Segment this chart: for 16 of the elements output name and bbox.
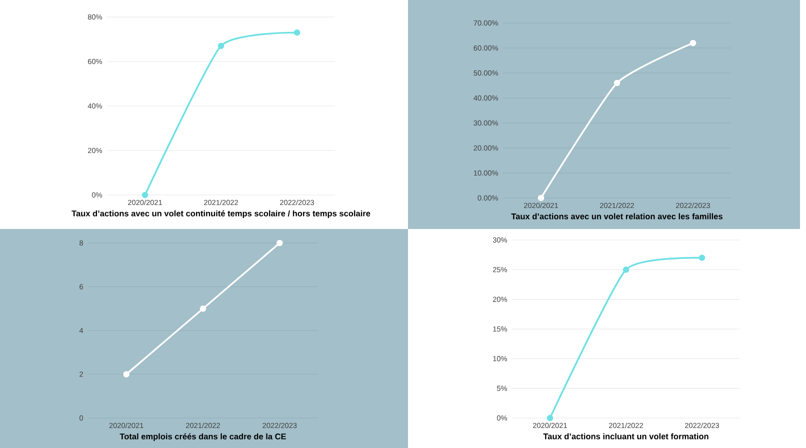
point bbox=[276, 240, 283, 246]
point bbox=[698, 254, 706, 261]
point bbox=[622, 266, 630, 273]
point bbox=[142, 192, 148, 198]
x-axis-title: Taux d’actions avec un volet relation avec les familles bbox=[511, 213, 722, 220]
x-axis-title: Taux d’actions avec un volet continuité temps scolaire / hors temps scolaire bbox=[72, 210, 370, 218]
point bbox=[690, 40, 696, 46]
x-axis-title: Taux d’actions incluant un volet formation bbox=[543, 433, 708, 440]
point bbox=[614, 80, 620, 86]
point bbox=[200, 305, 206, 312]
point bbox=[538, 194, 544, 202]
point bbox=[123, 371, 130, 378]
point bbox=[546, 414, 554, 422]
point bbox=[294, 29, 300, 36]
x-axis-title: Total emplois créés dans le cadre de la CE bbox=[120, 433, 286, 442]
point bbox=[218, 42, 224, 50]
